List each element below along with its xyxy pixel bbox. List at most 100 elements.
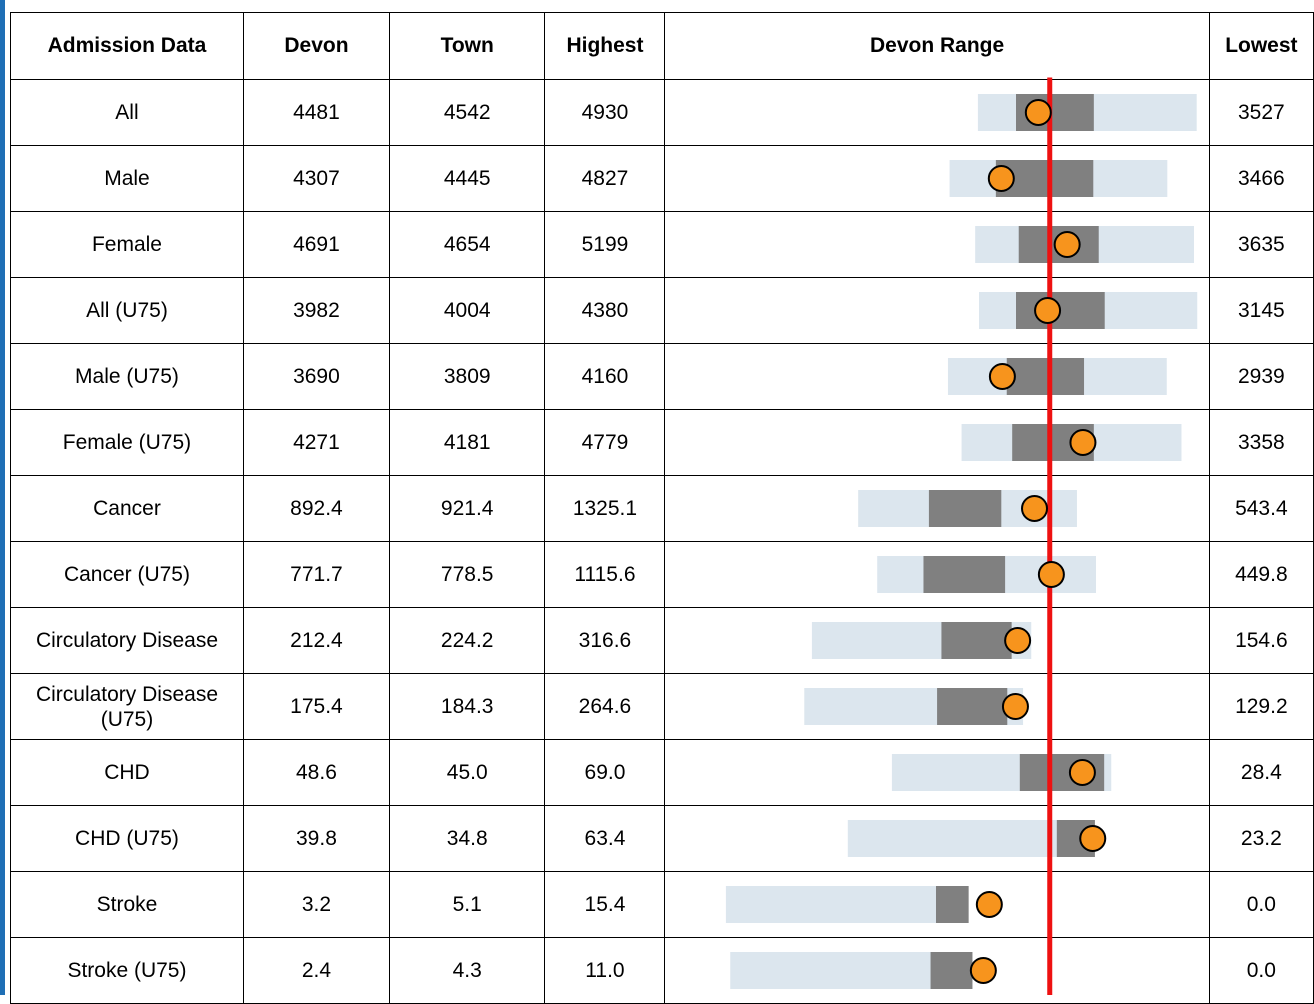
town-value: 3809 <box>388 343 546 410</box>
row-label: Cancer (U75) <box>10 541 244 608</box>
highest-value: 4779 <box>544 409 666 476</box>
town-value: 4.3 <box>388 937 546 1004</box>
highest-value: 264.6 <box>544 673 666 740</box>
highest-value: 5199 <box>544 211 666 278</box>
highest-value: 4827 <box>544 145 666 212</box>
row-label: Male <box>10 145 244 212</box>
range-cell <box>664 79 1210 146</box>
range-cell <box>664 145 1210 212</box>
devon-value: 48.6 <box>242 739 390 806</box>
range-cell <box>664 607 1210 674</box>
highest-value: 15.4 <box>544 871 666 938</box>
highest-value: 11.0 <box>544 937 666 1004</box>
range-cell <box>664 541 1210 608</box>
highest-value: 4380 <box>544 277 666 344</box>
devon-value: 3.2 <box>242 871 390 938</box>
highest-value: 63.4 <box>544 805 666 872</box>
town-value: 4542 <box>388 79 546 146</box>
lowest-value: 3527 <box>1208 79 1314 146</box>
lowest-value: 3145 <box>1208 277 1314 344</box>
table-row: Circulatory Disease 212.4 224.2 316.6 154.6 <box>10 607 1314 674</box>
lowest-value: 154.6 <box>1208 607 1314 674</box>
row-label: All (U75) <box>10 277 244 344</box>
table-row: Stroke 3.2 5.1 15.4 0.0 <box>10 871 1314 938</box>
row-label: Circulatory Disease (U75) <box>10 673 244 740</box>
town-value: 224.2 <box>388 607 546 674</box>
devon-value: 175.4 <box>242 673 390 740</box>
devon-value: 4691 <box>242 211 390 278</box>
devon-value: 3690 <box>242 343 390 410</box>
row-label: Circulatory Disease <box>10 607 244 674</box>
devon-value: 3982 <box>242 277 390 344</box>
range-cell <box>664 805 1210 872</box>
range-cell <box>664 871 1210 938</box>
town-value: 4181 <box>388 409 546 476</box>
lowest-value: 3635 <box>1208 211 1314 278</box>
town-value: 34.8 <box>388 805 546 872</box>
lowest-value: 129.2 <box>1208 673 1314 740</box>
table-row: All (U75) 3982 4004 4380 3145 <box>10 277 1314 344</box>
devon-value: 2.4 <box>242 937 390 1004</box>
range-cell <box>664 937 1210 1004</box>
row-label: CHD (U75) <box>10 805 244 872</box>
devon-value: 39.8 <box>242 805 390 872</box>
lowest-value: 449.8 <box>1208 541 1314 608</box>
lowest-value: 3358 <box>1208 409 1314 476</box>
range-cell <box>664 475 1210 542</box>
range-cell <box>664 739 1210 806</box>
admission-table: Admission Data Devon Town Highest Devon … <box>10 12 1314 1004</box>
lowest-value: 543.4 <box>1208 475 1314 542</box>
lowest-value: 28.4 <box>1208 739 1314 806</box>
range-cell <box>664 277 1210 344</box>
table-row: Female 4691 4654 5199 3635 <box>10 211 1314 278</box>
highest-value: 4160 <box>544 343 666 410</box>
row-label: All <box>10 79 244 146</box>
range-cell <box>664 343 1210 410</box>
town-value: 4445 <box>388 145 546 212</box>
lowest-value: 0.0 <box>1208 937 1314 1004</box>
row-label: Female <box>10 211 244 278</box>
town-value: 778.5 <box>388 541 546 608</box>
row-label: Female (U75) <box>10 409 244 476</box>
lowest-value: 3466 <box>1208 145 1314 212</box>
range-cell <box>664 409 1210 476</box>
devon-value: 771.7 <box>242 541 390 608</box>
table-row: Cancer 892.4 921.4 1325.1 543.4 <box>10 475 1314 542</box>
devon-value: 892.4 <box>242 475 390 542</box>
row-label: CHD <box>10 739 244 806</box>
town-value: 45.0 <box>388 739 546 806</box>
town-value: 4004 <box>388 277 546 344</box>
town-value: 4654 <box>388 211 546 278</box>
devon-value: 4481 <box>242 79 390 146</box>
range-cell <box>664 211 1210 278</box>
header-admission-data: Admission Data <box>10 12 244 80</box>
highest-value: 1115.6 <box>544 541 666 608</box>
highest-value: 69.0 <box>544 739 666 806</box>
devon-value: 4271 <box>242 409 390 476</box>
table-row: Male (U75) 3690 3809 4160 2939 <box>10 343 1314 410</box>
highest-value: 4930 <box>544 79 666 146</box>
town-value: 184.3 <box>388 673 546 740</box>
lowest-value: 2939 <box>1208 343 1314 410</box>
table-row: All 4481 4542 4930 3527 <box>10 79 1314 146</box>
row-label: Stroke <box>10 871 244 938</box>
range-cell <box>664 673 1210 740</box>
row-label: Male (U75) <box>10 343 244 410</box>
devon-value: 212.4 <box>242 607 390 674</box>
devon-value: 4307 <box>242 145 390 212</box>
highest-value: 316.6 <box>544 607 666 674</box>
header-highest: Highest <box>544 12 666 80</box>
header-town: Town <box>388 12 546 80</box>
lowest-value: 23.2 <box>1208 805 1314 872</box>
lowest-value: 0.0 <box>1208 871 1314 938</box>
table-row: CHD 48.6 45.0 69.0 28.4 <box>10 739 1314 806</box>
header-lowest: Lowest <box>1208 12 1314 80</box>
header-row: Admission Data Devon Town Highest Devon … <box>10 12 1314 80</box>
left-edge-bar <box>0 0 5 995</box>
header-devon: Devon <box>242 12 390 80</box>
table-row: Cancer (U75) 771.7 778.5 1115.6 449.8 <box>10 541 1314 608</box>
table-row: Stroke (U75) 2.4 4.3 11.0 0.0 <box>10 937 1314 1004</box>
table-row: Male 4307 4445 4827 3466 <box>10 145 1314 212</box>
table-row: Circulatory Disease (U75) 175.4 184.3 264.6… <box>10 673 1314 740</box>
row-label: Cancer <box>10 475 244 542</box>
